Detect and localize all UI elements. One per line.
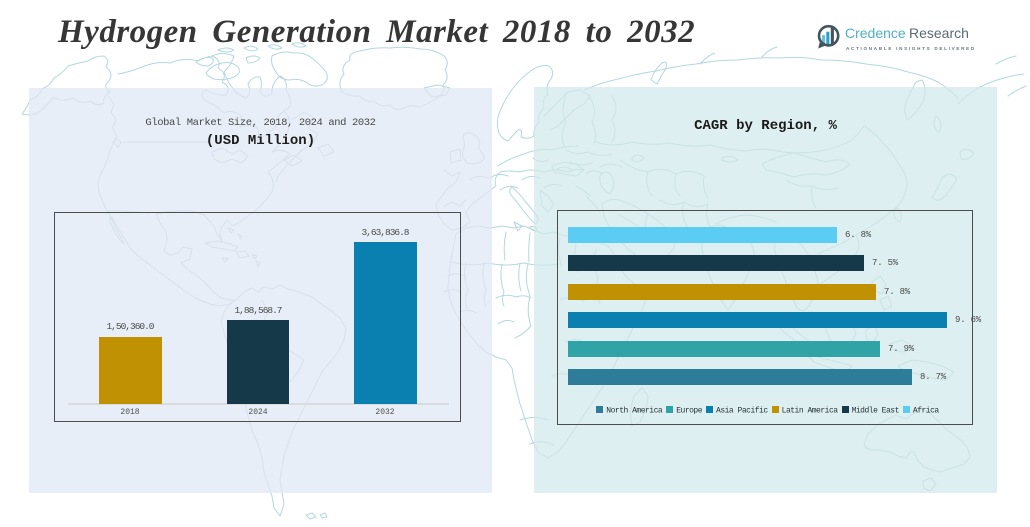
svg-text:Credence: Credence <box>845 25 906 41</box>
svg-text:ACTIONABLE INSIGHTS DELIVERED: ACTIONABLE INSIGHTS DELIVERED <box>846 46 976 51</box>
svg-text:Research: Research <box>909 25 969 41</box>
